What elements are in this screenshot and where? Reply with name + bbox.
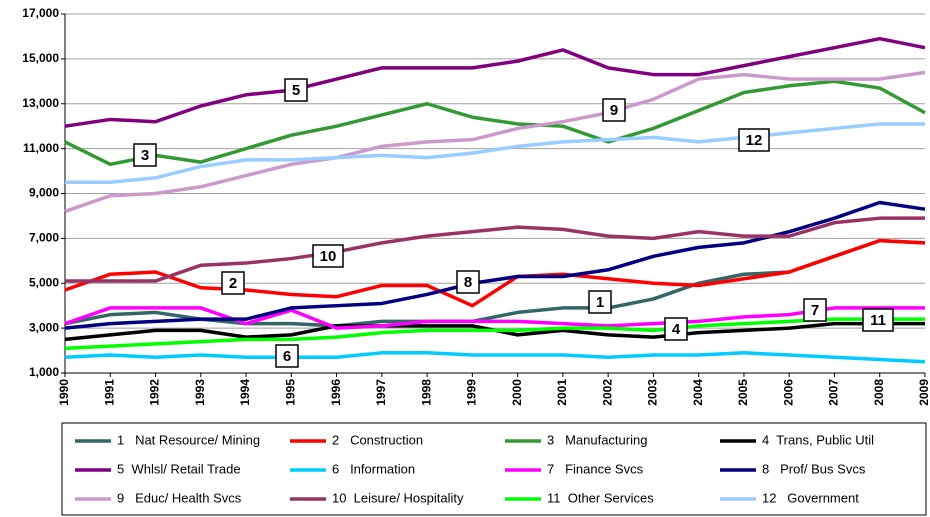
y-tick-label: 13,000 [22, 96, 59, 110]
legend-label: 8 Prof/ Bus Svcs [762, 461, 866, 476]
annotation: 5 [292, 82, 300, 99]
series-line [65, 216, 925, 283]
series-line [64, 238, 926, 308]
y-tick-label: 15,000 [22, 51, 59, 65]
x-tick-label: 1991 [102, 379, 116, 406]
annotation-box [664, 317, 688, 341]
x-tick-label: 2005 [736, 379, 750, 406]
x-tick-label: 1997 [374, 379, 388, 406]
annotation: 9 [610, 102, 618, 119]
legend-label: 5 Whlsl/ Retail Trade [117, 461, 241, 476]
annotation-box [275, 344, 299, 368]
annotation: 1 [596, 294, 604, 311]
series-line [64, 79, 926, 167]
annotation-box [588, 290, 612, 314]
legend-box [61, 422, 927, 516]
annotation-box [862, 308, 894, 332]
x-tick-label: 1996 [329, 379, 343, 406]
annotation: 7 [811, 302, 819, 319]
annotation-box [284, 78, 308, 102]
y-tick-label: 3,000 [29, 320, 59, 334]
x-tick-label: 2002 [600, 379, 614, 406]
annotation: 8 [464, 274, 472, 291]
y-tick-label: 17,000 [22, 6, 59, 20]
annotation-box [602, 98, 626, 122]
y-tick-label: 5,000 [29, 275, 59, 289]
x-tick-label: 1992 [148, 379, 162, 406]
x-tick-label: 2008 [872, 379, 886, 406]
series-line [64, 317, 925, 351]
y-tick-label: 1,000 [29, 365, 59, 379]
series-line [64, 306, 925, 330]
y-tick-label: 11,000 [23, 141, 59, 155]
x-tick-label: 1999 [465, 379, 479, 406]
annotation: 12 [746, 132, 763, 149]
series-line [64, 36, 926, 128]
series-line [64, 351, 926, 364]
annotation: 10 [320, 248, 337, 265]
annotation-box [312, 244, 344, 268]
x-tick-label: 2001 [555, 379, 569, 406]
annotation-box [803, 298, 827, 322]
x-tick-label: 1990 [57, 379, 71, 406]
x-tick-label: 1998 [419, 379, 433, 406]
legend-label: 1 Nat Resource/ Mining [117, 432, 260, 447]
legend-label: 4 Trans, Public Util [762, 432, 874, 447]
x-tick-label: 2000 [510, 379, 524, 406]
series-line [64, 200, 926, 330]
annotation-box [133, 143, 157, 167]
x-tick-label: 2006 [781, 379, 795, 406]
x-tick-label: 1993 [193, 379, 207, 406]
annotation: 4 [672, 321, 681, 338]
annotation-box [456, 270, 480, 294]
y-tick-label: 9,000 [29, 186, 59, 200]
annotation: 11 [870, 312, 886, 329]
legend-label: 3 Manufacturing [547, 432, 647, 447]
x-tick-label: 1995 [283, 379, 297, 406]
y-tick-label: 7,000 [29, 231, 59, 245]
legend-label: 10 Leisure/ Hospitality [332, 490, 464, 505]
annotation: 2 [229, 275, 237, 292]
x-tick-label: 1994 [238, 379, 252, 406]
legend-label: 9 Educ/ Health Svcs [117, 490, 242, 505]
x-tick-label: 2009 [917, 379, 930, 406]
annotation-box [221, 271, 245, 295]
annotation-box [738, 128, 770, 152]
x-tick-label: 2007 [827, 379, 841, 406]
legend-label: 2 Construction [332, 432, 423, 447]
legend-label: 6 Information [332, 461, 415, 476]
annotation: 3 [141, 147, 149, 164]
x-tick-label: 2003 [646, 379, 660, 406]
annotation: 6 [283, 348, 291, 365]
legend-label: 7 Finance Svcs [547, 461, 644, 476]
legend-label: 11 Other Services [547, 490, 654, 505]
series-line [64, 70, 926, 214]
legend-label: 12 Government [762, 490, 859, 505]
x-tick-label: 2004 [691, 379, 705, 406]
series-line [65, 122, 925, 185]
